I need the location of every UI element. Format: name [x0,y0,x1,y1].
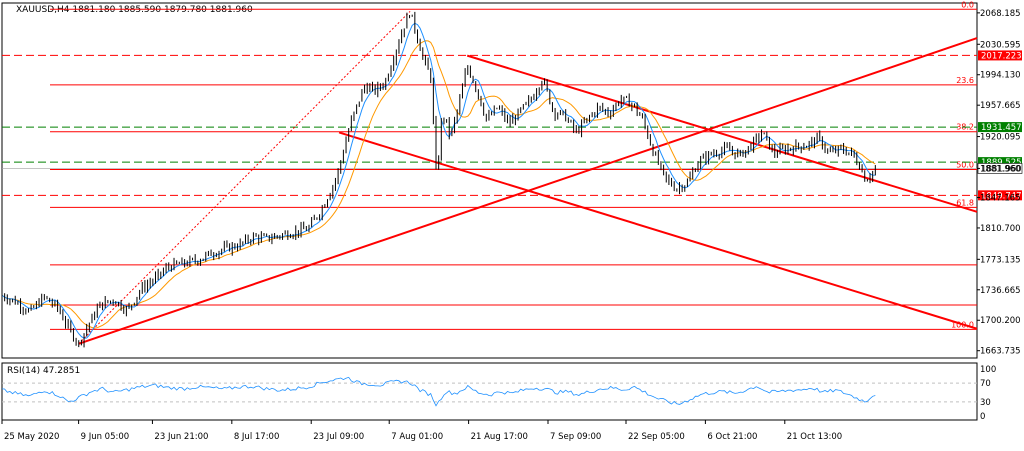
time-tick-label: 23 Jun 21:00 [154,432,208,442]
level-price-label: 1889.525 [981,158,1022,168]
rsi-tick-label: 30 [980,398,991,408]
time-tick-label: 9 Jun 05:00 [81,432,130,442]
rsi-line [1,376,876,407]
time-tick-label: 21 Aug 17:00 [471,432,528,442]
ma-fast-line [1,22,876,339]
rsi-series [1,376,977,407]
time-tick-label: 23 Jul 09:00 [313,432,364,442]
time-axis: 25 May 2020 9 Jun 05:00 23 Jun 21:00 8 Jul … [1,420,842,442]
time-tick-label: 25 May 2020 [4,432,59,442]
time-tick-label: 21 Oct 13:00 [787,432,842,442]
rsi-frame [1,362,978,421]
level-price-badge [978,50,1022,61]
price-axis: 2068.185 2030.595 1994.130 1957.665 1920.095… [977,9,1021,357]
time-tick-label: 8 Jul 17:00 [234,432,280,442]
trendlines[interactable] [78,37,978,345]
time-tick-label: 7 Sep 09:00 [550,432,601,442]
price-tick-label: 1881.960 [980,164,1021,174]
fib-level-label: 23.6 [956,76,974,85]
time-tick-label: 7 Aug 01:00 [391,432,443,442]
price-tick-label: 2030.595 [980,40,1021,50]
price-tick-label: 1810.700 [980,224,1021,234]
main-frame [1,2,978,359]
symbol-ohlc-label: XAUUSD,H4 1881.180 1885.590 1879.780 188… [16,5,253,15]
ma-slow-line [1,40,876,329]
price-tick-label: 1736.665 [980,286,1021,296]
fib-anchor-line [78,10,411,345]
current-price-label: 1881.960 [981,164,1022,174]
fib-level-label: 0.0 [961,0,974,9]
price-tick-label: 1663.735 [980,347,1021,357]
price-tick-label: 1994.130 [980,71,1021,81]
price-tick-label: 1957.665 [980,101,1021,111]
level-price-label: 2017.223 [981,51,1022,61]
main-plot-area[interactable] [1,2,978,359]
time-tick-label: 22 Sep 05:00 [628,432,685,442]
price-levels: 0.023.638.250.061.8100.02017.2231849.747… [2,0,1023,345]
level-price-label: 1849.747 [981,191,1022,201]
trendline[interactable] [466,54,978,213]
fib-level-label: 50.0 [956,161,974,170]
price-tick-label: 1700.200 [980,316,1021,326]
price-tick-label: 1847.165 [980,193,1021,203]
rsi-label: RSI(14) 47.2851 [7,366,80,376]
rsi-tick-label: 100 [980,365,996,375]
price-candles [1,11,876,348]
rsi-plot-area[interactable] [1,362,978,421]
rsi-tick-label: 70 [980,379,991,389]
level-price-badge [978,190,1022,201]
time-tick-label: 6 Oct 21:00 [707,432,757,442]
rsi-tick-label: 0 [980,412,985,422]
level-price-badge [978,122,1022,133]
trendline[interactable] [338,131,978,330]
price-tick-label: 2068.185 [980,9,1021,19]
fib-level-label: 61.8 [956,198,974,207]
level-price-badge [978,157,1022,168]
rsi-axis: 100 70 30 0 [980,365,996,422]
price-tick-label: 1920.095 [980,133,1021,143]
level-price-label: 1931.457 [981,123,1022,133]
price-tick-label: 1773.135 [980,255,1021,265]
moving-averages [1,22,876,339]
